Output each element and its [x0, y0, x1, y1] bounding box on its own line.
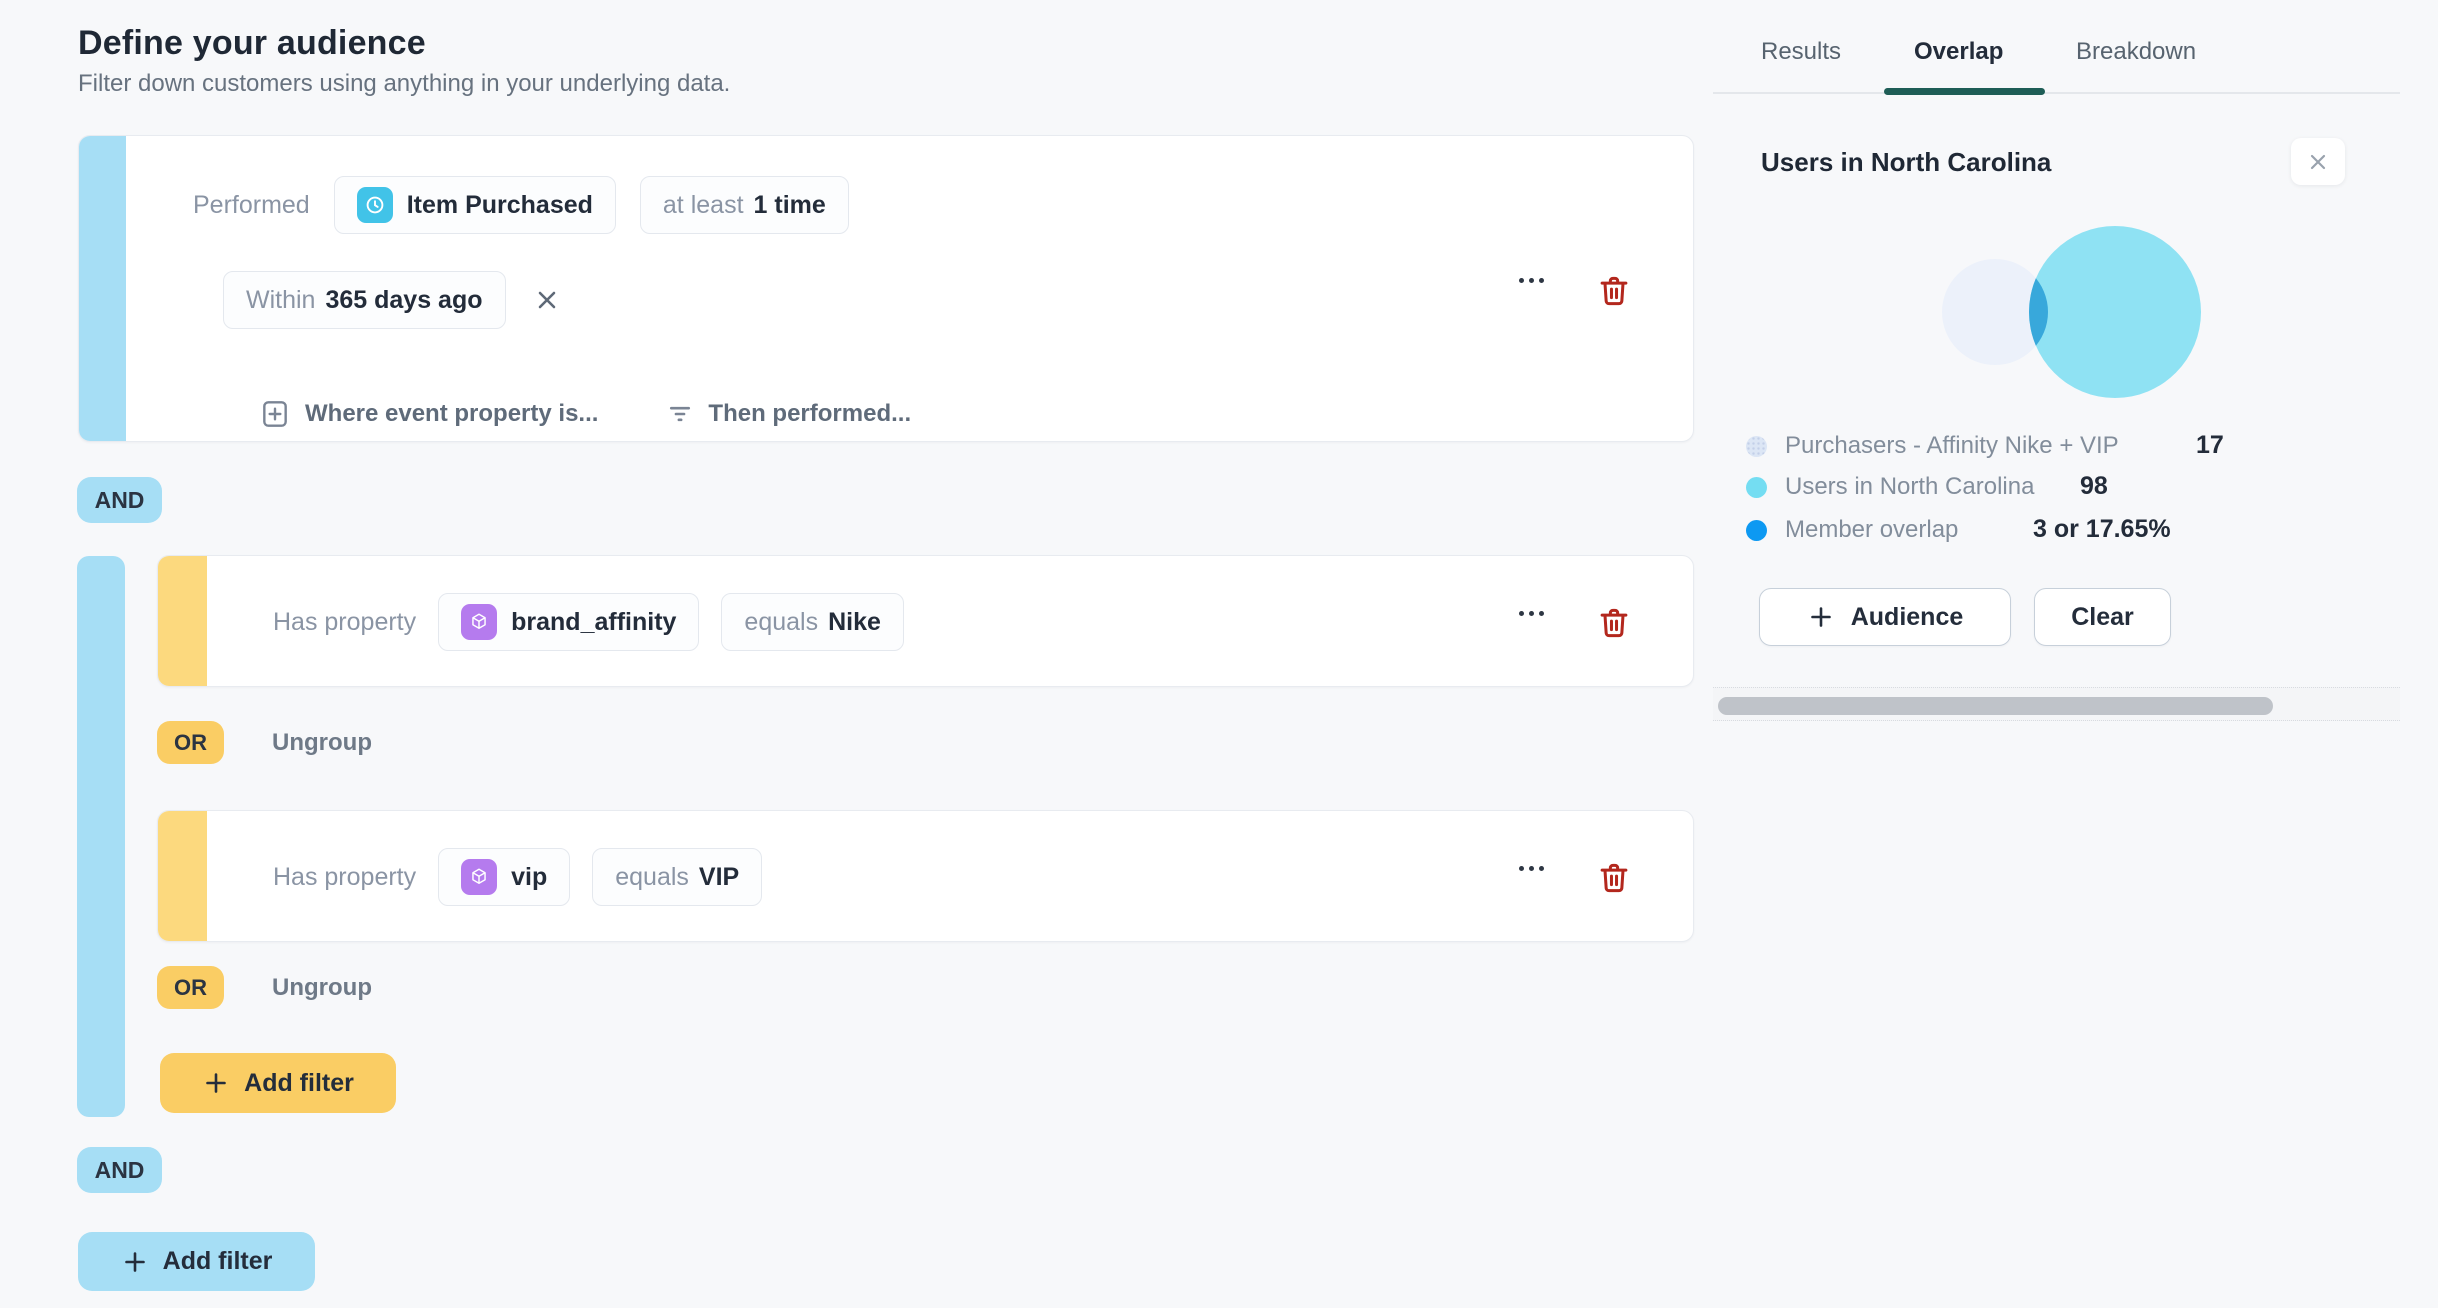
- property-chip-label: brand_affinity: [511, 607, 677, 636]
- then-performed-link[interactable]: Then performed...: [666, 400, 911, 428]
- cube-icon: [461, 859, 498, 895]
- trash-icon: [1600, 608, 1628, 638]
- add-event-property-label: Where event property is...: [305, 400, 599, 427]
- has-property-label: Has property: [273, 862, 417, 891]
- operator-chip[interactable]: equals Nike: [721, 593, 904, 651]
- operator-prefix: equals: [615, 862, 689, 891]
- venn-left-circle: [1942, 259, 2048, 365]
- property-card-menu-button[interactable]: [1509, 601, 1554, 626]
- page-title: Define your audience: [78, 24, 426, 62]
- clear-label: Clear: [2071, 602, 2134, 631]
- filter-icon: [670, 406, 691, 422]
- property-filter-card: Has property vip equals VIP: [157, 810, 1694, 942]
- has-property-label: Has property: [273, 607, 417, 636]
- event-card-delete-button[interactable]: [1595, 272, 1633, 310]
- clear-button[interactable]: Clear: [2034, 588, 2171, 646]
- tab-breakdown[interactable]: Breakdown: [2076, 38, 2197, 65]
- horizontal-scrollbar-thumb[interactable]: [1718, 697, 2273, 715]
- legend-dot: [1746, 435, 1767, 457]
- operator-prefix: equals: [744, 607, 819, 636]
- segment-title: Users in North Carolina: [1761, 147, 2052, 177]
- page-subtitle: Filter down customers using anything in …: [78, 70, 731, 97]
- ungroup-link[interactable]: Ungroup: [272, 729, 372, 756]
- then-performed-label: Then performed...: [708, 400, 912, 427]
- remove-time-window-button[interactable]: [532, 285, 562, 315]
- event-filter-card: Performed Item Purchased at least 1 time…: [78, 135, 1694, 442]
- time-window-chip[interactable]: Within 365 days ago: [223, 271, 506, 329]
- operator-chip[interactable]: equals VIP: [592, 848, 763, 906]
- close-icon: [538, 291, 555, 309]
- overlap-venn-diagram: [1942, 226, 2201, 398]
- plus-icon: [1810, 607, 1831, 627]
- add-audience-button[interactable]: Audience: [1759, 588, 2011, 646]
- count-chip[interactable]: at least 1 time: [639, 176, 849, 234]
- legend-label: Purchasers - Affinity Nike + VIP: [1785, 432, 2119, 459]
- and-connector-badge[interactable]: AND: [77, 1147, 162, 1193]
- tab-overlap[interactable]: Overlap: [1914, 38, 2004, 65]
- plus-icon: [124, 1251, 145, 1272]
- property-card-accent-bar: [158, 556, 207, 686]
- legend-dot: [1746, 476, 1767, 498]
- legend-value: 98: [2080, 472, 2108, 500]
- venn-right-circle: [2029, 226, 2201, 398]
- horizontal-scrollbar-track[interactable]: [1713, 687, 2400, 721]
- trash-icon: [1600, 276, 1628, 306]
- or-group-rail: [77, 556, 125, 1117]
- legend-row: Purchasers - Affinity Nike + VIP: [1746, 431, 2119, 461]
- event-chip-label: Item Purchased: [406, 190, 593, 219]
- root-add-filter-button[interactable]: Add filter: [78, 1232, 315, 1291]
- close-panel-button[interactable]: [2291, 138, 2345, 185]
- event-card-accent-bar: [79, 136, 126, 441]
- property-chip[interactable]: vip: [438, 848, 571, 906]
- and-connector-badge[interactable]: AND: [77, 477, 162, 523]
- window-prefix: Within: [246, 285, 316, 314]
- clock-icon: [356, 187, 393, 223]
- operator-value: Nike: [828, 607, 881, 636]
- legend-row: Member overlap: [1746, 515, 1958, 545]
- root-add-filter-label: Add filter: [162, 1247, 273, 1275]
- or-connector-badge[interactable]: OR: [157, 721, 224, 764]
- legend-label: Users in North Carolina: [1785, 473, 2035, 500]
- plus-icon: [206, 1073, 226, 1093]
- legend-value: 17: [2196, 431, 2224, 459]
- legend-dot: [1746, 519, 1767, 541]
- add-audience-label: Audience: [1850, 602, 1964, 631]
- count-value: 1 time: [753, 190, 826, 219]
- legend-value: 3 or 17.65%: [2033, 515, 2171, 543]
- property-filter-card: Has property brand_affinity equals Nike: [157, 555, 1694, 687]
- add-event-property-link[interactable]: Where event property is...: [259, 398, 598, 430]
- ungroup-link[interactable]: Ungroup: [272, 974, 372, 1001]
- window-value: 365 days ago: [325, 285, 483, 314]
- active-tab-indicator: [1884, 88, 2045, 95]
- legend-label: Member overlap: [1785, 516, 1959, 543]
- or-connector-badge[interactable]: OR: [157, 966, 224, 1009]
- property-card-delete-button[interactable]: [1595, 859, 1633, 897]
- property-chip-label: vip: [511, 862, 548, 891]
- performed-label: Performed: [193, 190, 310, 219]
- tab-results[interactable]: Results: [1761, 38, 1842, 65]
- group-add-filter-label: Add filter: [244, 1068, 354, 1097]
- property-card-delete-button[interactable]: [1595, 604, 1633, 642]
- trash-icon: [1600, 863, 1628, 893]
- legend-row: Users in North Carolina: [1746, 472, 2034, 502]
- count-prefix: at least: [662, 190, 744, 219]
- operator-value: VIP: [698, 862, 740, 891]
- property-card-accent-bar: [158, 811, 207, 941]
- cube-icon: [461, 604, 498, 640]
- tab-bar-divider: [1713, 92, 2400, 94]
- property-card-menu-button[interactable]: [1509, 856, 1554, 881]
- event-card-menu-button[interactable]: [1509, 268, 1554, 293]
- close-icon: [2310, 154, 2326, 169]
- event-chip[interactable]: Item Purchased: [333, 176, 616, 234]
- plus-square-icon: [263, 401, 287, 427]
- group-add-filter-button[interactable]: Add filter: [160, 1053, 396, 1113]
- property-chip[interactable]: brand_affinity: [438, 593, 700, 651]
